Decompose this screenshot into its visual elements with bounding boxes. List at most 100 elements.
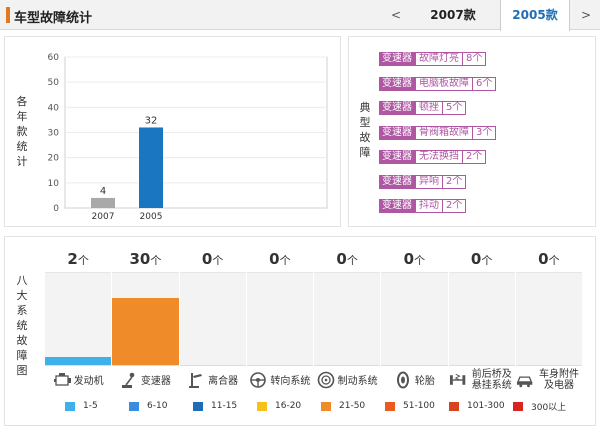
fault-name: 无法换挡 [415,150,463,164]
y-tick-label: 0 [53,204,59,214]
legend-label: 101-300 [467,401,505,411]
system-column[interactable]: 0个轮胎 [381,245,449,393]
fault-item[interactable]: 变速器 抖动 2个 [379,199,467,213]
system-name-cell: 发动机 [45,365,112,393]
legend-item: 101-300 [449,399,513,413]
x-tick-label: 2005 [140,212,163,222]
legend-item: 300以上 [513,399,577,413]
legend-label: 300以上 [531,402,567,413]
system-count-unit: 个 [346,254,358,267]
tab-2007[interactable]: 2007款 [430,8,476,22]
legend-label: 51-100 [403,401,435,411]
system-bar [112,298,179,365]
system-name-cell: 轮胎 [381,365,448,393]
fault-count: 2个 [443,174,467,189]
next-arrow-button[interactable]: > [580,8,592,22]
bar-2007[interactable] [91,197,115,208]
legend-swatch [449,401,459,411]
system-name-cell: 车身附件及电器 [515,365,582,393]
system-count-value: 0 [403,250,415,268]
system-name-cell: 制动系统 [314,365,381,393]
typical-faults-label: 典型故障 [359,101,371,159]
bar-value-label: 4 [100,186,106,197]
y-tick-label: 50 [48,78,60,88]
fault-item[interactable]: 变速器 故障灯亮 8个 [379,52,487,66]
system-name-cell: 转向系统 [246,365,313,393]
fault-name: 异响 [415,174,443,189]
y-tick-label: 30 [48,129,60,139]
gear-shift-icon [121,372,135,388]
system-count-value: 0 [336,250,347,268]
prev-arrow-button[interactable]: < [390,8,402,22]
legend-label: 6-10 [147,401,168,411]
system-count: 0个 [179,245,246,273]
fault-count: 8个 [463,52,487,66]
system-name: 转向系统 [270,376,311,387]
legend-item: 21-50 [321,399,385,413]
fault-item[interactable]: 变速器 顿挫 5个 [379,101,467,115]
fault-item[interactable]: 变速器 异响 2个 [379,174,467,189]
fault-item[interactable]: 变速器 骨阀箱故障 3个 [379,125,497,140]
fault-category-tag: 变速器 [379,199,415,213]
fault-category-tag: 变速器 [379,76,415,91]
system-count-value: 0 [470,250,482,268]
legend-item: 16-20 [257,399,321,413]
system-name: 前后桥及悬挂系统 [471,368,512,391]
system-column[interactable]: 0个离合器 [179,245,247,393]
engine-icon [53,372,71,386]
legend-swatch [193,401,203,411]
y-tick-label: 40 [48,103,60,113]
y-tick-label: 20 [48,154,60,164]
legend-label: 11-15 [211,401,238,411]
system-count-unit: 个 [150,254,162,267]
legend-swatch [385,401,395,411]
systems-grid: 2个 发动机 30个 变速器 0个 离合器 0个 转向系统 0个 制动系统 0个 轮胎 0个 前后桥及悬挂… [45,245,583,393]
system-column[interactable]: 30个变速器 [112,245,180,393]
steering-wheel-icon [250,371,267,388]
y-tick-label: 60 [48,53,60,63]
system-column[interactable]: 2个 发动机 [45,245,113,393]
fault-count: 5个 [443,101,467,115]
system-name: 离合器 [208,376,239,387]
fault-count: 6个 [473,76,497,91]
year-stats-chart: 0 10 20 30 40 50 60 4 2007 32 2005 [48,53,328,222]
fault-count: 3个 [473,125,497,140]
system-count: 30个 [112,245,179,273]
fault-category-tag: 变速器 [379,101,415,115]
typical-faults-panel: 典型故障 变速器 故障灯亮 8个 变速器 电脑板故障 6个 变速器 顿挫 5个 变速器 骨阀箱故障 3… [348,36,596,227]
system-name: 车身附件及电器 [539,368,579,391]
legend-swatch [257,401,267,411]
legend-item: 1-5 [65,399,129,413]
system-count-value: 0 [201,250,213,268]
fault-item[interactable]: 变速器 无法换挡 2个 [379,150,487,164]
legend-label: 21-50 [339,401,366,411]
system-count-unit: 个 [414,254,426,267]
year-stats-label: 各年款统计 [16,95,28,168]
system-count: 0个 [515,245,582,273]
header-bar: 车型故障统计 < 2007款 2005款 > [0,0,600,31]
system-count-unit: 个 [212,254,224,267]
fault-count: 2个 [463,150,487,164]
system-name: 发动机 [73,376,104,387]
system-count: 0个 [314,245,381,273]
fault-name: 电脑板故障 [415,76,473,91]
system-column[interactable]: 0个 前后桥及悬挂系统 [448,245,516,393]
system-count-unit: 个 [279,254,291,267]
system-count: 0个 [246,245,313,273]
tab-2005[interactable]: 2005款 [500,0,570,31]
bar-2005[interactable] [139,127,163,208]
eight-systems-panel: 八大系统故障图 2个 发动机 30个 变速器 0个 离合器 0个 转向系统 0个 制动系统 0个 轮胎… [4,236,596,426]
title-accent [6,7,10,23]
system-column[interactable]: 0个转向系统 [246,245,314,393]
fault-category-tag: 变速器 [379,150,415,164]
fault-category-tag: 变速器 [379,52,415,66]
system-column[interactable]: 0个车身附件及电器 [515,245,583,393]
system-column[interactable]: 0个制动系统 [314,245,382,393]
system-count-value: 0 [538,250,549,268]
year-stats-panel: 各年款统计 0 10 20 30 40 50 60 4 2007 32 2005 [4,36,341,227]
system-name: 变速器 [140,376,171,387]
fault-item[interactable]: 变速器 电脑板故障 6个 [379,76,497,91]
fault-name: 顿挫 [415,101,443,115]
system-count: 0个 [381,245,448,273]
legend-swatch [513,401,523,411]
